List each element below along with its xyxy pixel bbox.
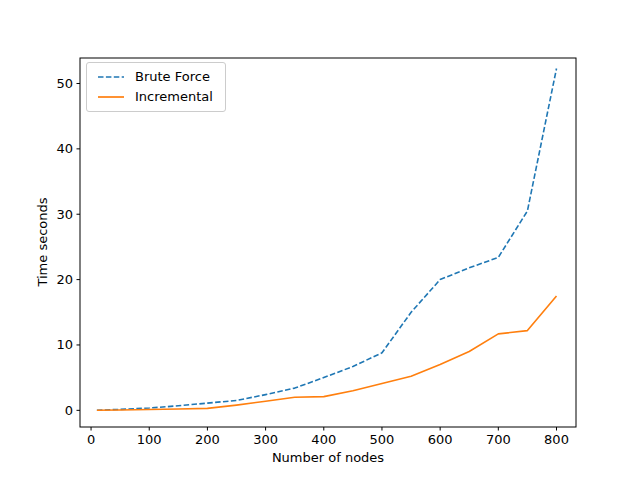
x-tick-label: 100	[137, 432, 162, 447]
legend-entry-brute-force: Brute Force	[97, 70, 213, 84]
x-tick-label: 300	[253, 432, 278, 447]
legend-entry-incremental: Incremental	[97, 90, 213, 104]
y-tick-label: 30	[56, 207, 73, 222]
figure: 0 100 200 300 400 500 600 700 800 0 10 20 30 40 50 Tim…	[0, 0, 640, 480]
series-line-brute-force	[97, 69, 557, 411]
x-axis-label: Number of nodes	[80, 450, 576, 465]
legend-label: Brute Force	[135, 70, 210, 84]
y-tick-label: 40	[56, 141, 73, 156]
x-tick-label: 400	[311, 432, 336, 447]
x-tick-label: 700	[486, 432, 511, 447]
legend-line-dashed-icon	[97, 70, 125, 84]
y-axis-label: Time seconds	[35, 197, 50, 286]
legend-line-solid-icon	[97, 90, 125, 104]
x-tick-label: 0	[87, 432, 95, 447]
x-tick-label: 800	[544, 432, 569, 447]
series-line-incremental	[97, 296, 557, 410]
x-tick-label: 500	[370, 432, 395, 447]
y-tick-label: 20	[56, 272, 73, 287]
axes-spines	[80, 58, 576, 427]
legend-label: Incremental	[135, 90, 213, 104]
legend: Brute Force Incremental	[86, 62, 226, 112]
y-tick-label: 50	[56, 76, 73, 91]
x-tick-label: 600	[428, 432, 453, 447]
y-tick-label: 10	[56, 337, 73, 352]
y-tick-label: 0	[65, 403, 73, 418]
x-tick-label: 200	[195, 432, 220, 447]
